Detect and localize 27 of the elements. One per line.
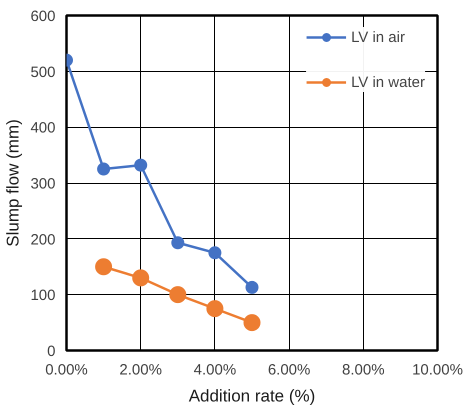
legend-label: LV in air <box>351 28 405 46</box>
x-tick-label: 8.00% <box>342 362 385 378</box>
y-tick-label: 500 <box>30 64 56 81</box>
point <box>95 258 112 276</box>
point <box>169 286 186 304</box>
legend-label: LV in water <box>351 74 425 90</box>
x-tick-label: 6.00% <box>268 362 310 378</box>
point <box>97 162 110 176</box>
point <box>134 158 148 172</box>
x-tick-label: 2.00% <box>119 362 162 378</box>
y-tick-label: 100 <box>30 287 56 304</box>
point <box>208 246 222 260</box>
y-tick-label: 600 <box>30 8 56 25</box>
y-tick-label: 0 <box>47 343 56 360</box>
y-axis-title: Slump flow (mm) <box>3 119 22 247</box>
x-axis-title: Addition rate (%) <box>188 386 316 406</box>
point <box>244 314 260 332</box>
y-tick-label: 300 <box>30 176 56 192</box>
point <box>171 236 184 250</box>
y-tick-label: 200 <box>30 231 56 248</box>
point <box>246 280 258 294</box>
point <box>206 300 224 318</box>
x-tick-label: 4.00% <box>194 362 236 378</box>
y-tick-label: 400 <box>30 120 56 137</box>
point <box>132 269 150 286</box>
x-tick-label: 0.00% <box>45 362 88 378</box>
x-tick-label: 10.00% <box>412 362 463 378</box>
